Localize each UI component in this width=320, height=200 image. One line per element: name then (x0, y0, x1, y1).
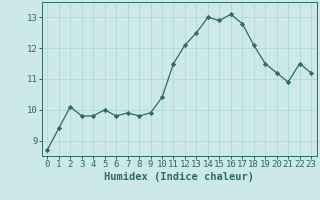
X-axis label: Humidex (Indice chaleur): Humidex (Indice chaleur) (104, 172, 254, 182)
